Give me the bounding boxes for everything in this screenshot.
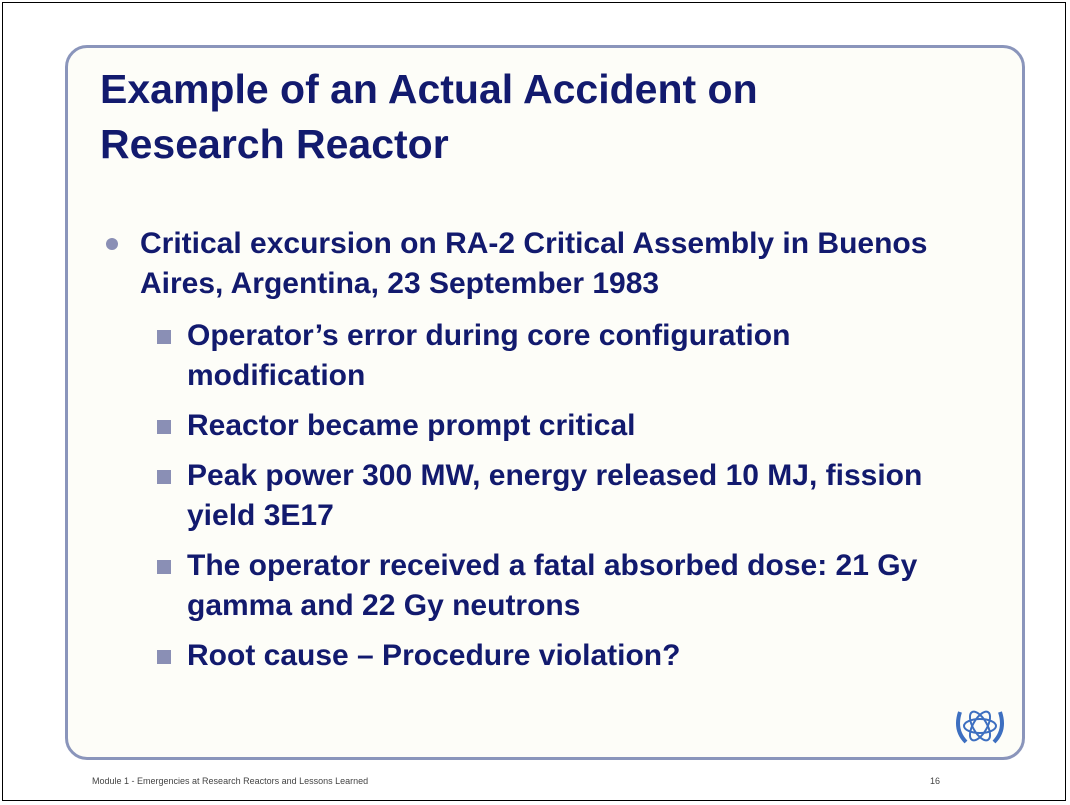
logo [956,710,1004,744]
bullet-dot [106,238,118,250]
subbullet-list: Operator’s error during core configurati… [155,316,975,686]
page-number: 16 [930,776,941,786]
slide-title: Example of an Actual Accident on Researc… [100,66,758,167]
slide-panel [65,45,1025,760]
subbullet: The operator received a fatal absorbed d… [155,546,975,626]
subbullet: Root cause – Procedure violation? [155,636,975,676]
subbullet: Peak power 300 MW, energy released 10 MJ… [155,456,975,536]
subbullet: Operator’s error during core configurati… [155,316,975,396]
subbullet: Reactor became prompt critical [155,406,975,446]
bullet: Critical excursion on RA-2 Critical Asse… [140,227,928,300]
footer: Module 1 - Emergencies at Research React… [92,776,369,786]
